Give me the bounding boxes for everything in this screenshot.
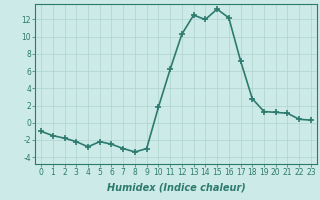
X-axis label: Humidex (Indice chaleur): Humidex (Indice chaleur) <box>107 183 245 193</box>
